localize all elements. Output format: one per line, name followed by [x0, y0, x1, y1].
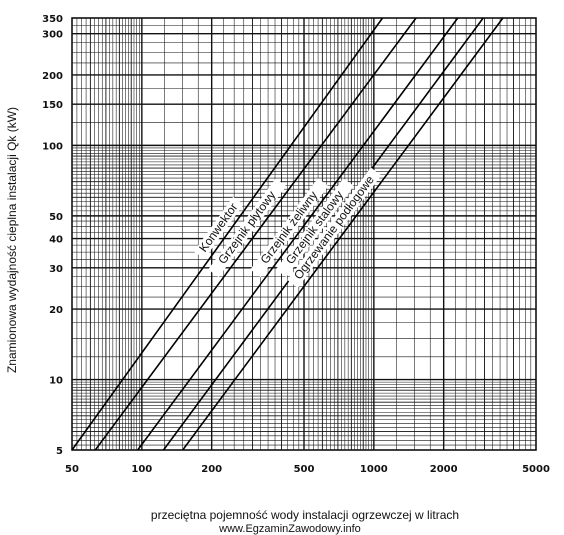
x-tick-label: 1000	[360, 464, 388, 475]
x-tick-labels: 50 100 200 500 1000 2000 5000	[65, 464, 550, 475]
y-tick-label: 200	[42, 71, 63, 82]
grid	[72, 18, 536, 450]
series-line-1	[71, 17, 384, 451]
series-label-bg	[250, 178, 329, 278]
x-tick-label: 200	[201, 464, 222, 475]
series-line-2	[94, 17, 417, 451]
x-tick-label: 50	[65, 464, 79, 475]
y-tick-labels: 5 10 20 30 40 50 100 150 200 300 350	[42, 14, 63, 457]
y-tick-label: 150	[42, 100, 63, 111]
series-label-bg	[208, 178, 287, 278]
x-axis-label: przeciętna pojemność wody instalacji ogr…	[151, 508, 459, 522]
y-tick-label: 350	[42, 14, 63, 25]
y-tick-label: 300	[42, 30, 63, 41]
y-tick-label: 50	[49, 212, 63, 223]
series-label-bg	[275, 178, 354, 278]
y-tick-label: 10	[49, 376, 63, 387]
x-tick-label: 5000	[522, 464, 550, 475]
x-tick-label: 100	[131, 464, 152, 475]
series-label-bg	[287, 167, 382, 288]
y-tick-label: 30	[49, 264, 63, 275]
watermark-footer: www.EgzaminZawodowy.info	[218, 523, 361, 535]
y-tick-label: 100	[42, 141, 63, 152]
y-tick-label: 40	[49, 235, 63, 246]
y-tick-label: 20	[49, 305, 63, 316]
x-tick-label: 2000	[430, 464, 458, 475]
x-tick-label: 500	[294, 464, 315, 475]
y-tick-label: 5	[56, 446, 63, 457]
series-line-3	[137, 17, 459, 451]
y-axis-label: Znamionowa wydajność cieplna instalacji …	[5, 107, 19, 373]
series-line-5	[182, 17, 504, 451]
series-label-bg	[193, 196, 244, 260]
series-lines	[71, 17, 504, 451]
